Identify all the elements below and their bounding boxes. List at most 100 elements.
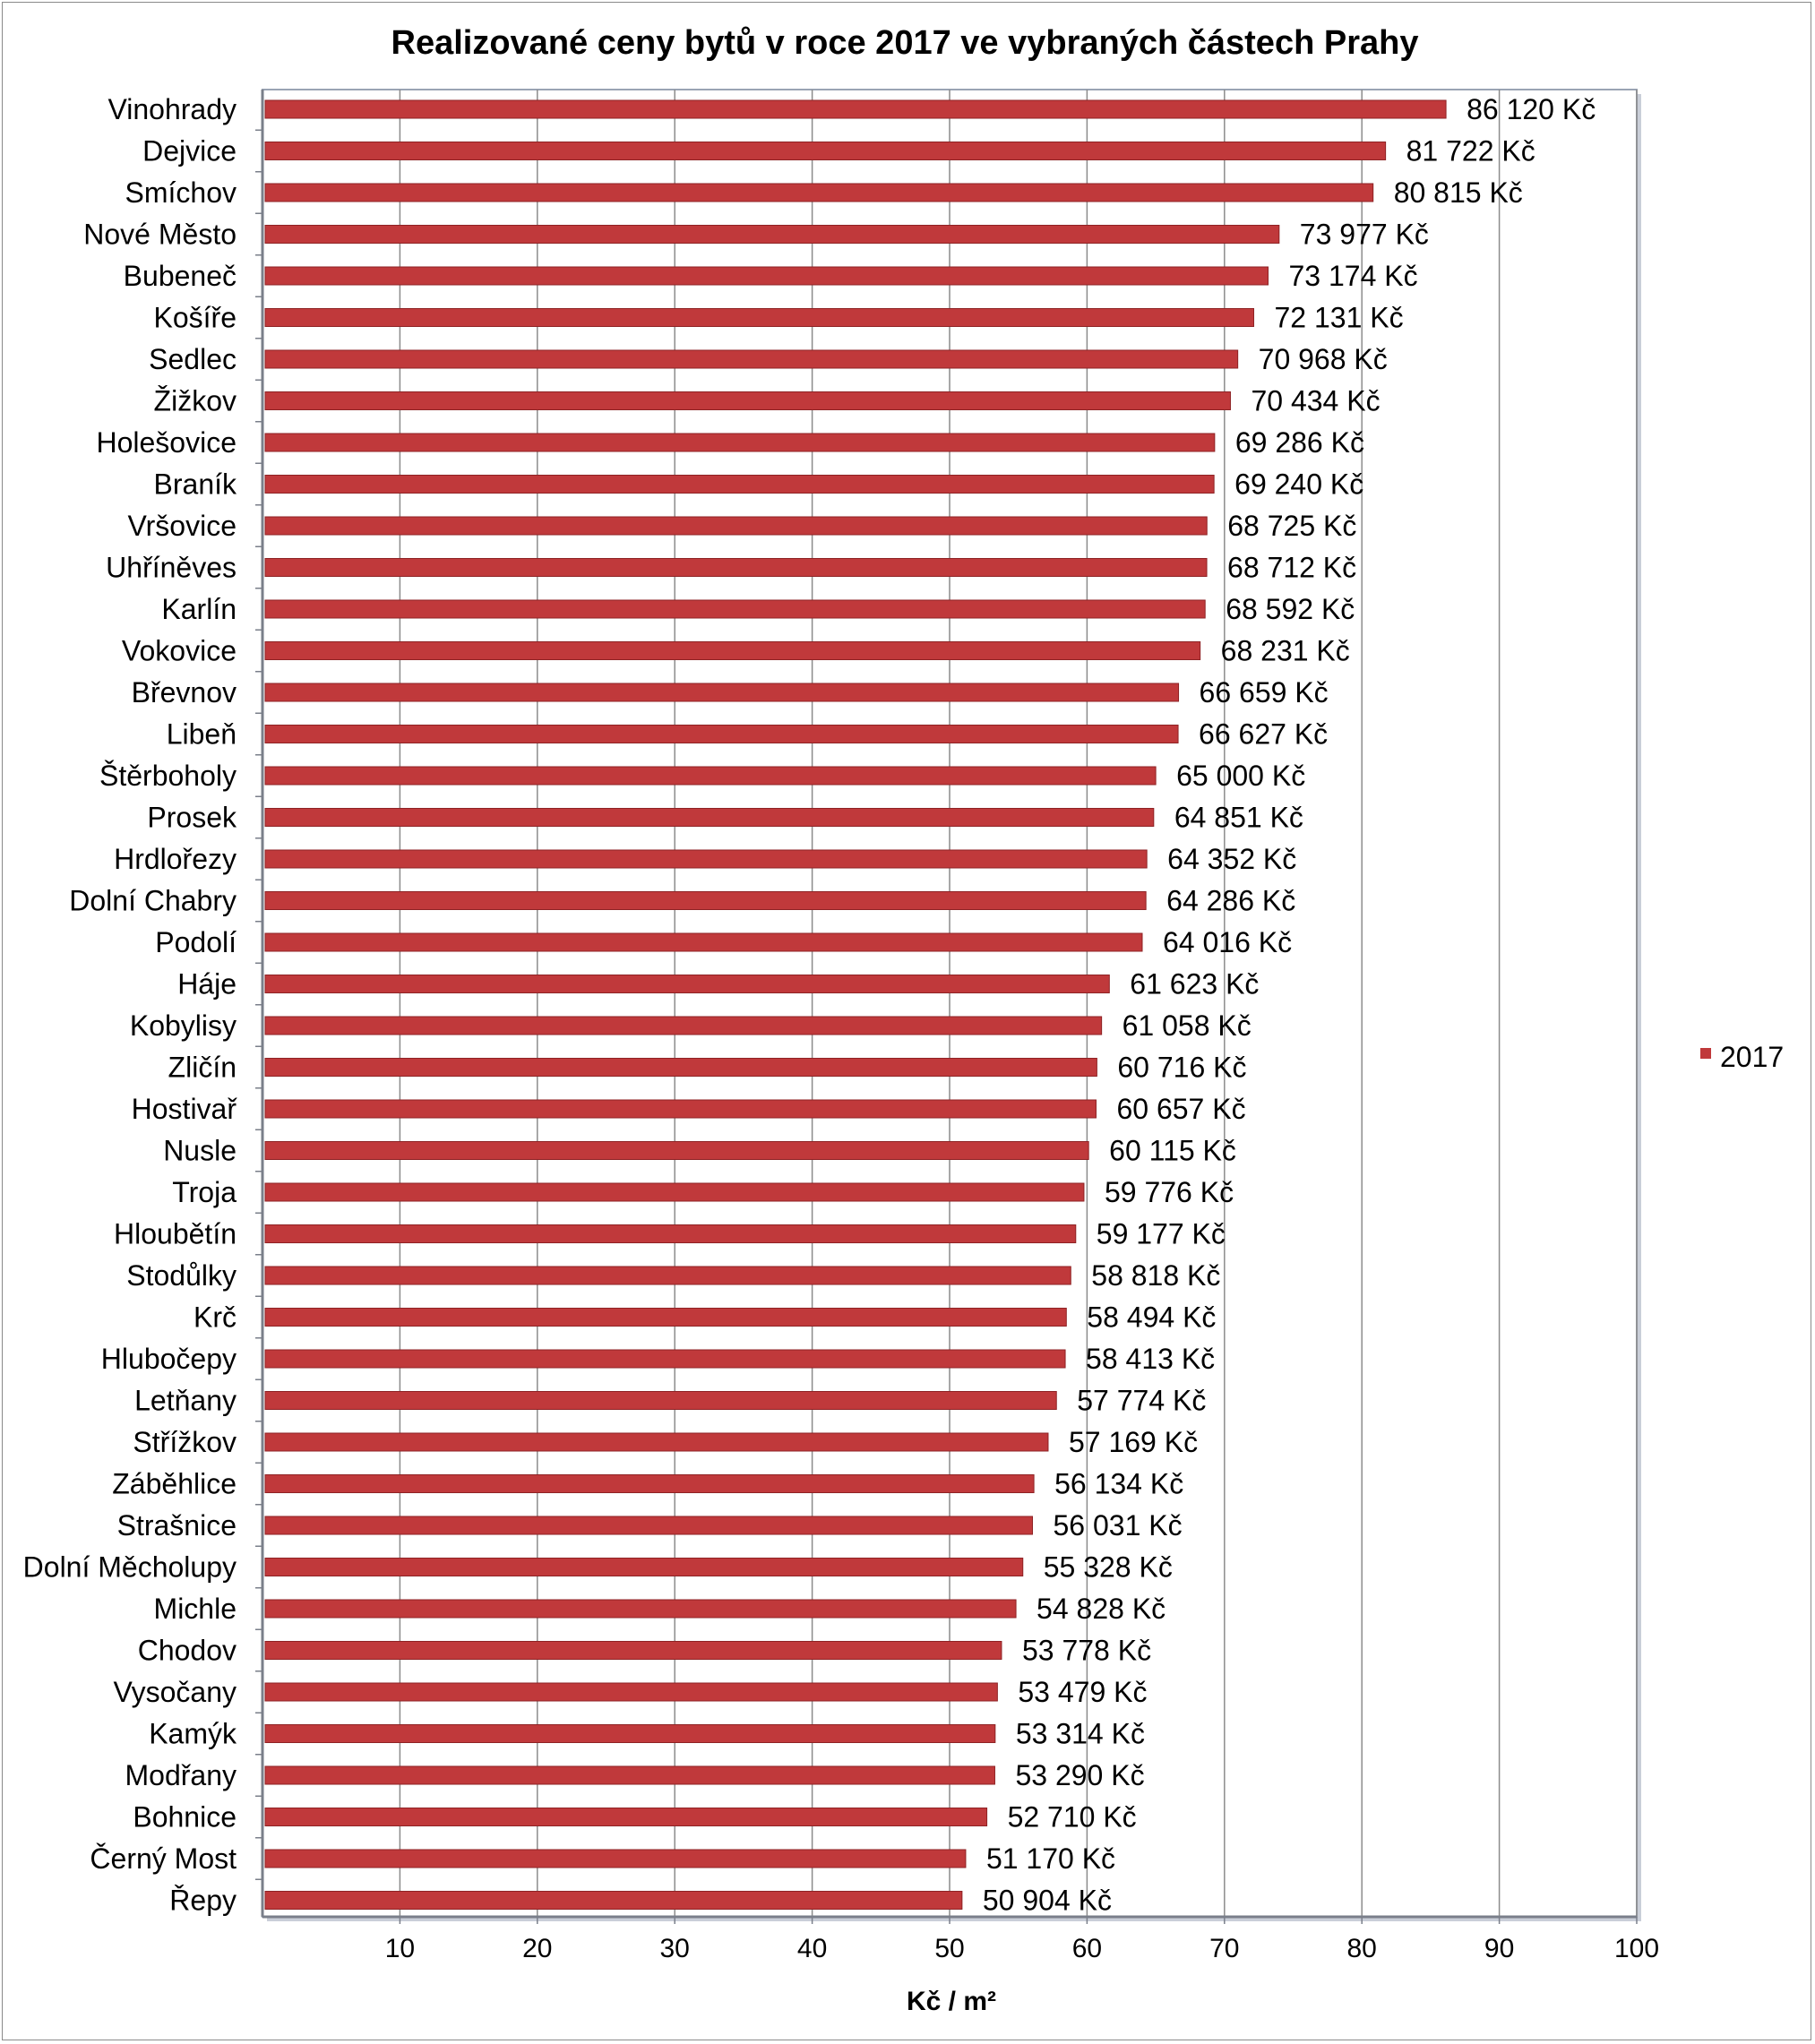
category-label: Letňany: [134, 1385, 237, 1417]
category-label: Libeň: [167, 718, 237, 751]
bar: [264, 1099, 1097, 1119]
category-label: Kobylisy: [130, 1009, 237, 1042]
bar: [264, 308, 1254, 327]
data-label: 68 712 Kč: [1227, 552, 1356, 584]
category-label: Michle: [154, 1593, 237, 1625]
bar: [264, 683, 1180, 702]
data-label: 68 231 Kč: [1221, 635, 1350, 667]
bar: [264, 1765, 995, 1785]
data-label: 53 314 Kč: [1016, 1718, 1145, 1750]
bar: [264, 932, 1143, 952]
category-label: Zličín: [168, 1052, 237, 1084]
x-tick-label: 100: [1614, 1934, 1659, 1963]
bar: [264, 1432, 1049, 1452]
bar: [264, 725, 1179, 743]
category-label: Hlubočepy: [101, 1343, 237, 1375]
bar: [264, 641, 1201, 660]
x-tick-label: 20: [522, 1934, 552, 1963]
data-label: 52 710 Kč: [1008, 1801, 1137, 1834]
category-label: Kamýk: [149, 1718, 237, 1750]
x-axis-title: Kč / m²: [907, 1987, 996, 2016]
category-label: Háje: [177, 968, 237, 1001]
data-label: 53 479 Kč: [1018, 1676, 1147, 1708]
category-label: Nusle: [163, 1135, 237, 1167]
x-tick-label: 40: [797, 1934, 827, 1963]
bar: [264, 266, 1269, 286]
bar: [264, 808, 1155, 827]
data-label: 72 131 Kč: [1274, 302, 1403, 334]
bar: [264, 349, 1239, 369]
data-label: 59 776 Kč: [1105, 1176, 1234, 1208]
data-label: 68 592 Kč: [1226, 593, 1355, 625]
data-label: 70 968 Kč: [1259, 343, 1388, 375]
bar: [264, 1808, 988, 1826]
category-label: Strašnice: [117, 1509, 237, 1542]
bar: [264, 1141, 1089, 1160]
category-label: Chodov: [138, 1635, 237, 1667]
bar: [264, 1641, 1002, 1660]
category-label: Smíchov: [125, 176, 237, 209]
category-label: Dolní Chabry: [69, 885, 237, 917]
category-label: Podolí: [155, 926, 237, 958]
data-label: 56 134 Kč: [1054, 1468, 1183, 1500]
bar: [264, 1516, 1034, 1535]
data-label: 65 000 Kč: [1176, 760, 1305, 792]
data-label: 60 716 Kč: [1117, 1052, 1246, 1084]
x-tick-label: 90: [1484, 1934, 1514, 1963]
bar: [264, 99, 1447, 119]
category-label: Černý Most: [90, 1842, 237, 1875]
category-label: Žižkov: [154, 385, 237, 417]
data-label: 58 413 Kč: [1086, 1343, 1215, 1375]
bar: [264, 225, 1280, 244]
bar: [264, 1391, 1057, 1410]
bars: [264, 99, 1447, 1910]
category-label: Holešovice: [96, 426, 237, 459]
category-label: Dolní Měcholupy: [23, 1551, 237, 1584]
bar: [264, 558, 1208, 577]
data-label: 73 977 Kč: [1300, 219, 1429, 251]
bar: [264, 1016, 1103, 1035]
bar: [264, 891, 1147, 910]
data-label: 57 169 Kč: [1069, 1426, 1198, 1458]
category-label: Modřany: [125, 1759, 237, 1791]
data-label: 50 904 Kč: [983, 1885, 1112, 1917]
bar: [264, 1849, 967, 1868]
bar: [264, 1349, 1066, 1369]
bar: [264, 1182, 1085, 1202]
x-tick-label: 10: [385, 1934, 415, 1963]
bar: [264, 433, 1216, 452]
bar: [264, 391, 1231, 410]
category-label: Košíře: [154, 302, 237, 334]
bar: [264, 475, 1215, 494]
x-axis: 10 20 30 40 50 60 70 80 90 100: [255, 90, 1659, 1963]
bar: [264, 1474, 1035, 1493]
category-label: Štěrboholy: [99, 760, 237, 792]
bar: [264, 849, 1148, 869]
data-label: 69 240 Kč: [1234, 468, 1363, 501]
legend: 2017: [1700, 1041, 1784, 1073]
category-labels: Vinohrady Dejvice Smíchov Nové Město Bubeneč…: [23, 93, 238, 1917]
category-label: Hloubětín: [114, 1218, 237, 1250]
data-label: 64 352 Kč: [1167, 843, 1296, 875]
data-label: 61 623 Kč: [1130, 968, 1259, 1001]
data-label: 81 722 Kč: [1406, 135, 1535, 167]
category-label: Řepy: [169, 1885, 237, 1917]
data-label: 66 659 Kč: [1200, 676, 1329, 709]
data-label: 68 725 Kč: [1227, 510, 1356, 542]
data-label: 64 851 Kč: [1174, 802, 1303, 834]
bar: [264, 1224, 1077, 1243]
bar: [264, 1308, 1067, 1327]
bar: [264, 1058, 1097, 1077]
category-label: Hostivař: [132, 1093, 238, 1125]
data-label: 58 494 Kč: [1087, 1301, 1216, 1334]
legend-swatch: [1700, 1048, 1711, 1059]
data-label: 53 290 Kč: [1015, 1759, 1144, 1791]
x-tick-label: 50: [934, 1934, 964, 1963]
category-label: Vokovice: [122, 635, 237, 667]
bar: [264, 1558, 1024, 1576]
category-label: Prosek: [147, 802, 237, 834]
data-label: 57 774 Kč: [1077, 1385, 1206, 1417]
category-label: Vinohrady: [108, 93, 237, 125]
category-label: Vršovice: [127, 510, 237, 542]
